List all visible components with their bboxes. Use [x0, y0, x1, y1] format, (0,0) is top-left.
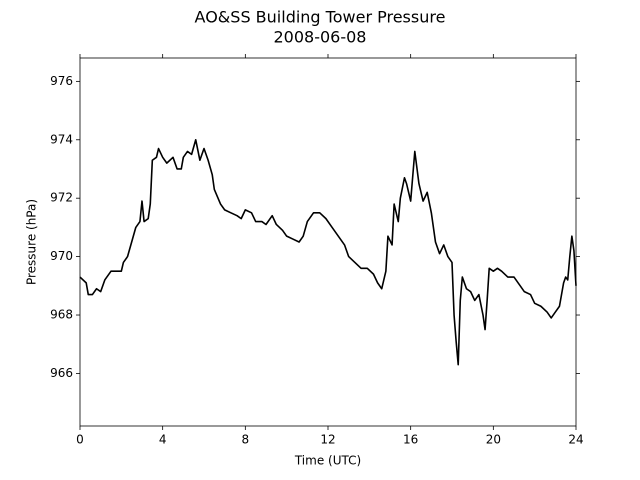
y-tick-label: 976 — [50, 74, 73, 88]
x-tick-label: 4 — [159, 433, 167, 447]
data-line — [79, 138, 577, 366]
x-tick-label: 0 — [76, 433, 84, 447]
x-axis-label: Time (UTC) — [294, 454, 361, 468]
y-tick-label: 966 — [50, 366, 73, 380]
y-tick-label: 970 — [50, 249, 73, 263]
plot-frame — [79, 57, 577, 427]
x-tick-label: 8 — [242, 433, 250, 447]
x-tick-label: 20 — [486, 433, 501, 447]
x-tick-label: 16 — [403, 433, 418, 447]
x-tick-label: 24 — [568, 433, 583, 447]
y-tick-label: 974 — [50, 132, 73, 146]
chart-title: AO&SS Building Tower Pressure — [195, 8, 446, 27]
x-tick-label: 12 — [320, 433, 335, 447]
y-tick-label: 972 — [50, 191, 73, 205]
y-tick-label: 968 — [50, 308, 73, 322]
chart-subtitle: 2008-06-08 — [274, 28, 367, 47]
y-axis-label: Pressure (hPa) — [25, 199, 39, 285]
